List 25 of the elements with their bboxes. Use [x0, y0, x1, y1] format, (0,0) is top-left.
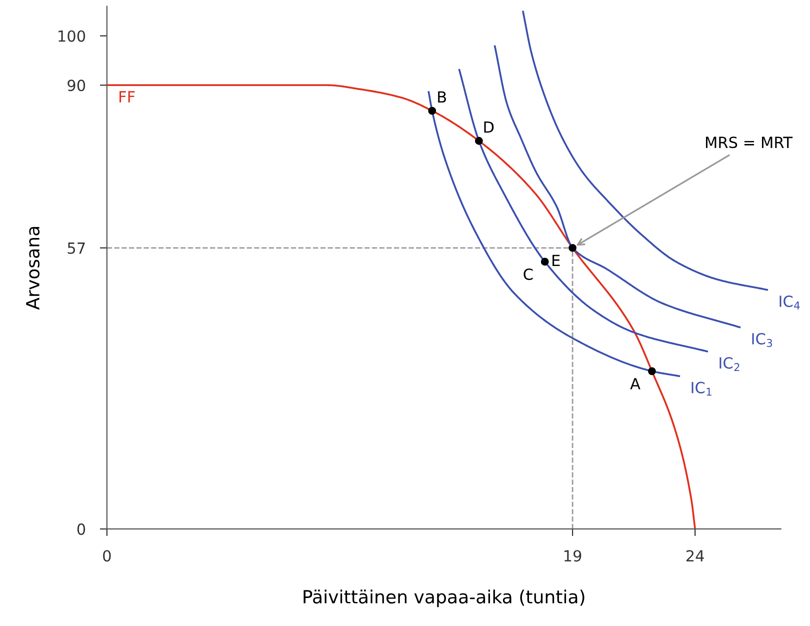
series-label: FF — [120, 91, 135, 102]
x-tick-label: 0 — [103, 550, 111, 562]
series-label: IC$_{3}$ — [752, 332, 772, 347]
y-tick-label: 90 — [68, 80, 86, 92]
annotation: C — [524, 268, 533, 280]
annotation: B — [438, 91, 446, 103]
point — [648, 367, 656, 376]
y-tick-label: 57 — [68, 242, 85, 254]
series-label: IC$_{4}$ — [780, 296, 800, 310]
annotation: E — [552, 254, 560, 266]
x-tick-label: 24 — [686, 550, 704, 562]
y-tick-label: 100 — [58, 30, 86, 42]
x-axis-title: Päivittäinen vapaa-aika (tuntia) — [304, 590, 584, 608]
y-axis-title: Arvosana — [26, 227, 40, 310]
series-label: IC$_{2}$ — [720, 357, 740, 371]
series-label: IC$_{1}$ — [692, 382, 712, 396]
x-tick-label: 19 — [564, 550, 582, 562]
annotation: A — [630, 378, 640, 390]
point — [540, 258, 549, 266]
annotation: MRS = MRT — [706, 136, 793, 148]
point — [428, 106, 436, 115]
annotation: D — [484, 121, 494, 133]
point — [568, 244, 576, 252]
point — [474, 136, 483, 145]
y-tick-label: 0 — [77, 523, 86, 535]
